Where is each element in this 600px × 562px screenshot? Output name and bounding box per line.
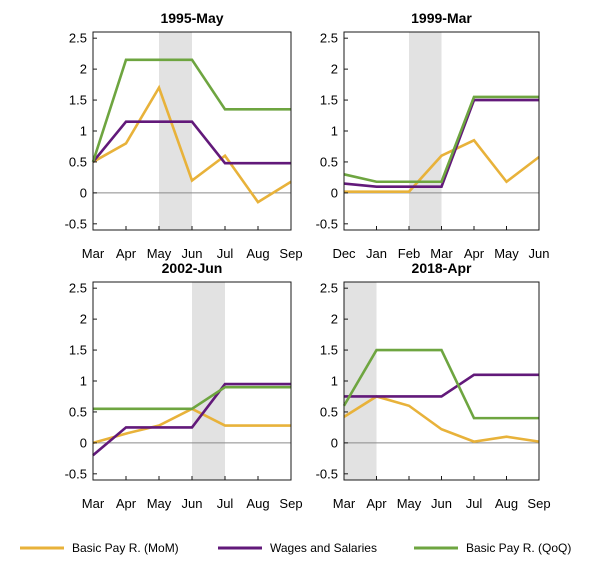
- x-tick-label: Mar: [82, 496, 105, 511]
- y-tick-label: 0: [80, 185, 87, 200]
- series-line-qoq: [91, 58, 291, 163]
- series-line-mom: [344, 138, 540, 193]
- y-tick-label: -0.5: [65, 216, 87, 231]
- x-tick-label: Apr: [366, 496, 387, 511]
- y-tick-label: 2: [331, 62, 338, 77]
- y-tick-label: -0.5: [316, 216, 338, 231]
- y-tick-label: 2: [331, 312, 338, 327]
- panel-title: 1995-May: [160, 10, 223, 26]
- legend: Basic Pay R. (MoM) Wages and Salaries Ba…: [20, 541, 571, 555]
- shaded-window: [409, 32, 442, 230]
- x-tick-label: Jun: [529, 246, 550, 261]
- x-tick-label: Jul: [217, 246, 234, 261]
- panel-2018-apr: 2018-Apr 2.5 2 1.5 1 0.5 0 -0.5 Mar Apr May Jun Jul…: [316, 260, 551, 511]
- x-tick-label: May: [147, 246, 172, 261]
- x-tick-label: Jul: [466, 496, 483, 511]
- x-tick-label: Mar: [430, 246, 453, 261]
- x-tick-label: Jun: [182, 496, 203, 511]
- x-tick-label: Jun: [182, 246, 203, 261]
- y-tick-label: 2: [80, 312, 87, 327]
- x-tick-label: Dec: [332, 246, 356, 261]
- y-tick-label: 1.5: [320, 343, 338, 358]
- x-tick-label: May: [147, 496, 172, 511]
- x-tick-label: Jan: [366, 246, 387, 261]
- legend-item-mom: Basic Pay R. (MoM): [20, 541, 179, 555]
- plot-area: 2.5 2 1.5 1 0.5 0 -0.5 Mar Apr May Jun Jul Aug Sep: [65, 281, 303, 511]
- x-tick-label: May: [397, 496, 422, 511]
- series-line-qoq: [342, 348, 539, 420]
- x-tick-label: Aug: [495, 496, 518, 511]
- series-line-mom: [92, 84, 292, 204]
- series-line-qoq: [343, 95, 539, 184]
- y-tick-label: 1: [80, 124, 87, 139]
- panel-title: 2018-Apr: [412, 260, 472, 276]
- legend-item-qoq: Basic Pay R. (QoQ): [414, 541, 571, 555]
- y-tick-label: 0.5: [320, 404, 338, 419]
- x-tick-label: Sep: [279, 246, 302, 261]
- y-tick-label: 1.5: [69, 93, 87, 108]
- legend-label-wages: Wages and Salaries: [270, 541, 377, 555]
- y-tick-label: 0.5: [69, 154, 87, 169]
- y-tick-label: 1: [331, 124, 338, 139]
- panel-title: 1999-Mar: [411, 10, 472, 26]
- series-line-wages: [91, 120, 291, 165]
- series-line-qoq: [93, 385, 291, 411]
- x-tick-label: Mar: [333, 496, 356, 511]
- x-tick-label: Apr: [116, 246, 137, 261]
- x-tick-label: Jun: [431, 496, 452, 511]
- x-tick-label: May: [494, 246, 519, 261]
- y-tick-label: 0: [331, 435, 338, 450]
- y-tick-label: -0.5: [316, 466, 338, 481]
- x-tick-label: Apr: [464, 246, 485, 261]
- y-tick-label: 2.5: [69, 31, 87, 46]
- y-tick-label: 2: [80, 62, 87, 77]
- plot-area: 2.5 2 1.5 1 0.5 0 -0.5 Dec Jan Feb Mar Apr May Jun: [316, 31, 550, 261]
- x-tick-label: Sep: [527, 496, 550, 511]
- panel-1999-mar: 1999-Mar 2.5 2 1.5 1 0.5 0 -0.5 Dec Jan Feb Mar Apr…: [316, 10, 550, 261]
- y-tick-label: 0.5: [69, 404, 87, 419]
- x-tick-label: Aug: [246, 246, 269, 261]
- x-tick-label: Jul: [217, 496, 234, 511]
- y-tick-label: 1.5: [320, 93, 338, 108]
- y-tick-label: 0: [80, 435, 87, 450]
- shaded-window: [192, 282, 225, 480]
- y-tick-label: 1: [331, 374, 338, 389]
- y-tick-label: 1: [80, 374, 87, 389]
- legend-label-mom: Basic Pay R. (MoM): [72, 541, 179, 555]
- shaded-window: [344, 282, 377, 480]
- series-line-wages: [92, 382, 291, 457]
- y-tick-label: 0.5: [320, 154, 338, 169]
- y-tick-label: 2.5: [69, 281, 87, 296]
- series-line-wages: [343, 98, 539, 188]
- x-tick-label: Mar: [82, 246, 105, 261]
- panel-2002-jun: 2002-Jun 2.5 2 1.5 1 0.5 0 -0.5 Mar Apr May Jun Jul…: [65, 260, 303, 511]
- y-tick-label: 0: [331, 185, 338, 200]
- y-tick-label: 2.5: [320, 31, 338, 46]
- plot-area: 2.5 2 1.5 1 0.5 0 -0.5 Mar Apr May Jun Jul Aug Sep: [65, 31, 303, 261]
- x-tick-label: Feb: [398, 246, 420, 261]
- panel-1995-may: 1995-May 2.5 2 1.5 1 0.5 0 -0.5 Mar Apr May Jun Jul…: [65, 10, 303, 261]
- y-tick-label: 2.5: [320, 281, 338, 296]
- y-tick-label: -0.5: [65, 466, 87, 481]
- x-tick-label: Sep: [279, 496, 302, 511]
- y-tick-label: 1.5: [69, 343, 87, 358]
- legend-label-qoq: Basic Pay R. (QoQ): [466, 541, 571, 555]
- x-tick-label: Apr: [116, 496, 137, 511]
- legend-item-wages: Wages and Salaries: [218, 541, 377, 555]
- x-tick-label: Aug: [246, 496, 269, 511]
- plot-area: 2.5 2 1.5 1 0.5 0 -0.5 Mar Apr May Jun Jul Aug Sep: [316, 281, 551, 511]
- panel-title: 2002-Jun: [162, 260, 223, 276]
- series-line-wages: [344, 373, 539, 398]
